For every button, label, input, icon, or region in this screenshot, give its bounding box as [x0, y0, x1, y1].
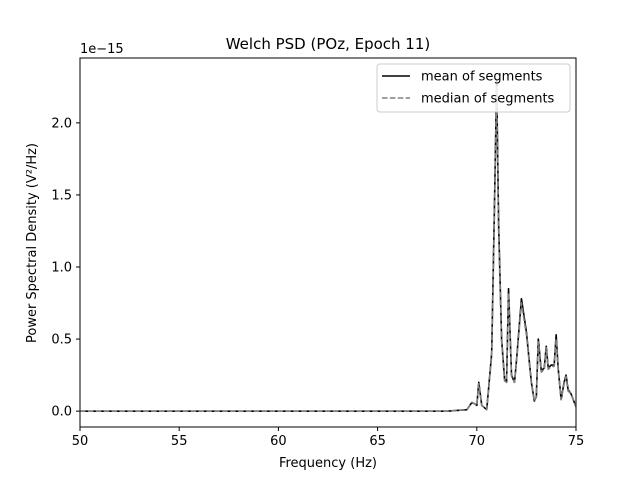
- legend-box: [376, 63, 571, 113]
- axes-frame: [79, 57, 577, 428]
- x-tick-label: 60: [270, 434, 287, 449]
- chart-title: Welch PSD (POz, Epoch 11): [226, 35, 431, 53]
- plot-area: 50 55 60 65 70 75 0.0 0.5 1.0 1.5 2.0: [51, 57, 585, 449]
- x-tick-label: 55: [171, 434, 188, 449]
- series-line-median: [80, 86, 576, 412]
- x-tick-label: 75: [568, 434, 585, 449]
- y-tick-label: 1.5: [51, 188, 72, 203]
- y-tick-label: 0.5: [51, 333, 72, 348]
- legend-label-median: median of segments: [421, 92, 555, 107]
- y-tick-label: 0.0: [51, 405, 72, 420]
- legend: mean of segments median of segments: [376, 63, 571, 113]
- y-tick-label: 2.0: [51, 116, 72, 131]
- x-tick-label: 50: [72, 434, 89, 449]
- x-tick-label: 65: [369, 434, 386, 449]
- x-tick-label: 70: [469, 434, 486, 449]
- y-offset-text: 1e−15: [80, 42, 124, 57]
- y-tick-label: 1.0: [51, 261, 72, 276]
- y-axis-label: Power Spectral Density (V²/Hz): [25, 143, 40, 343]
- x-axis-label: Frequency (Hz): [279, 456, 377, 471]
- legend-label-mean: mean of segments: [421, 70, 543, 85]
